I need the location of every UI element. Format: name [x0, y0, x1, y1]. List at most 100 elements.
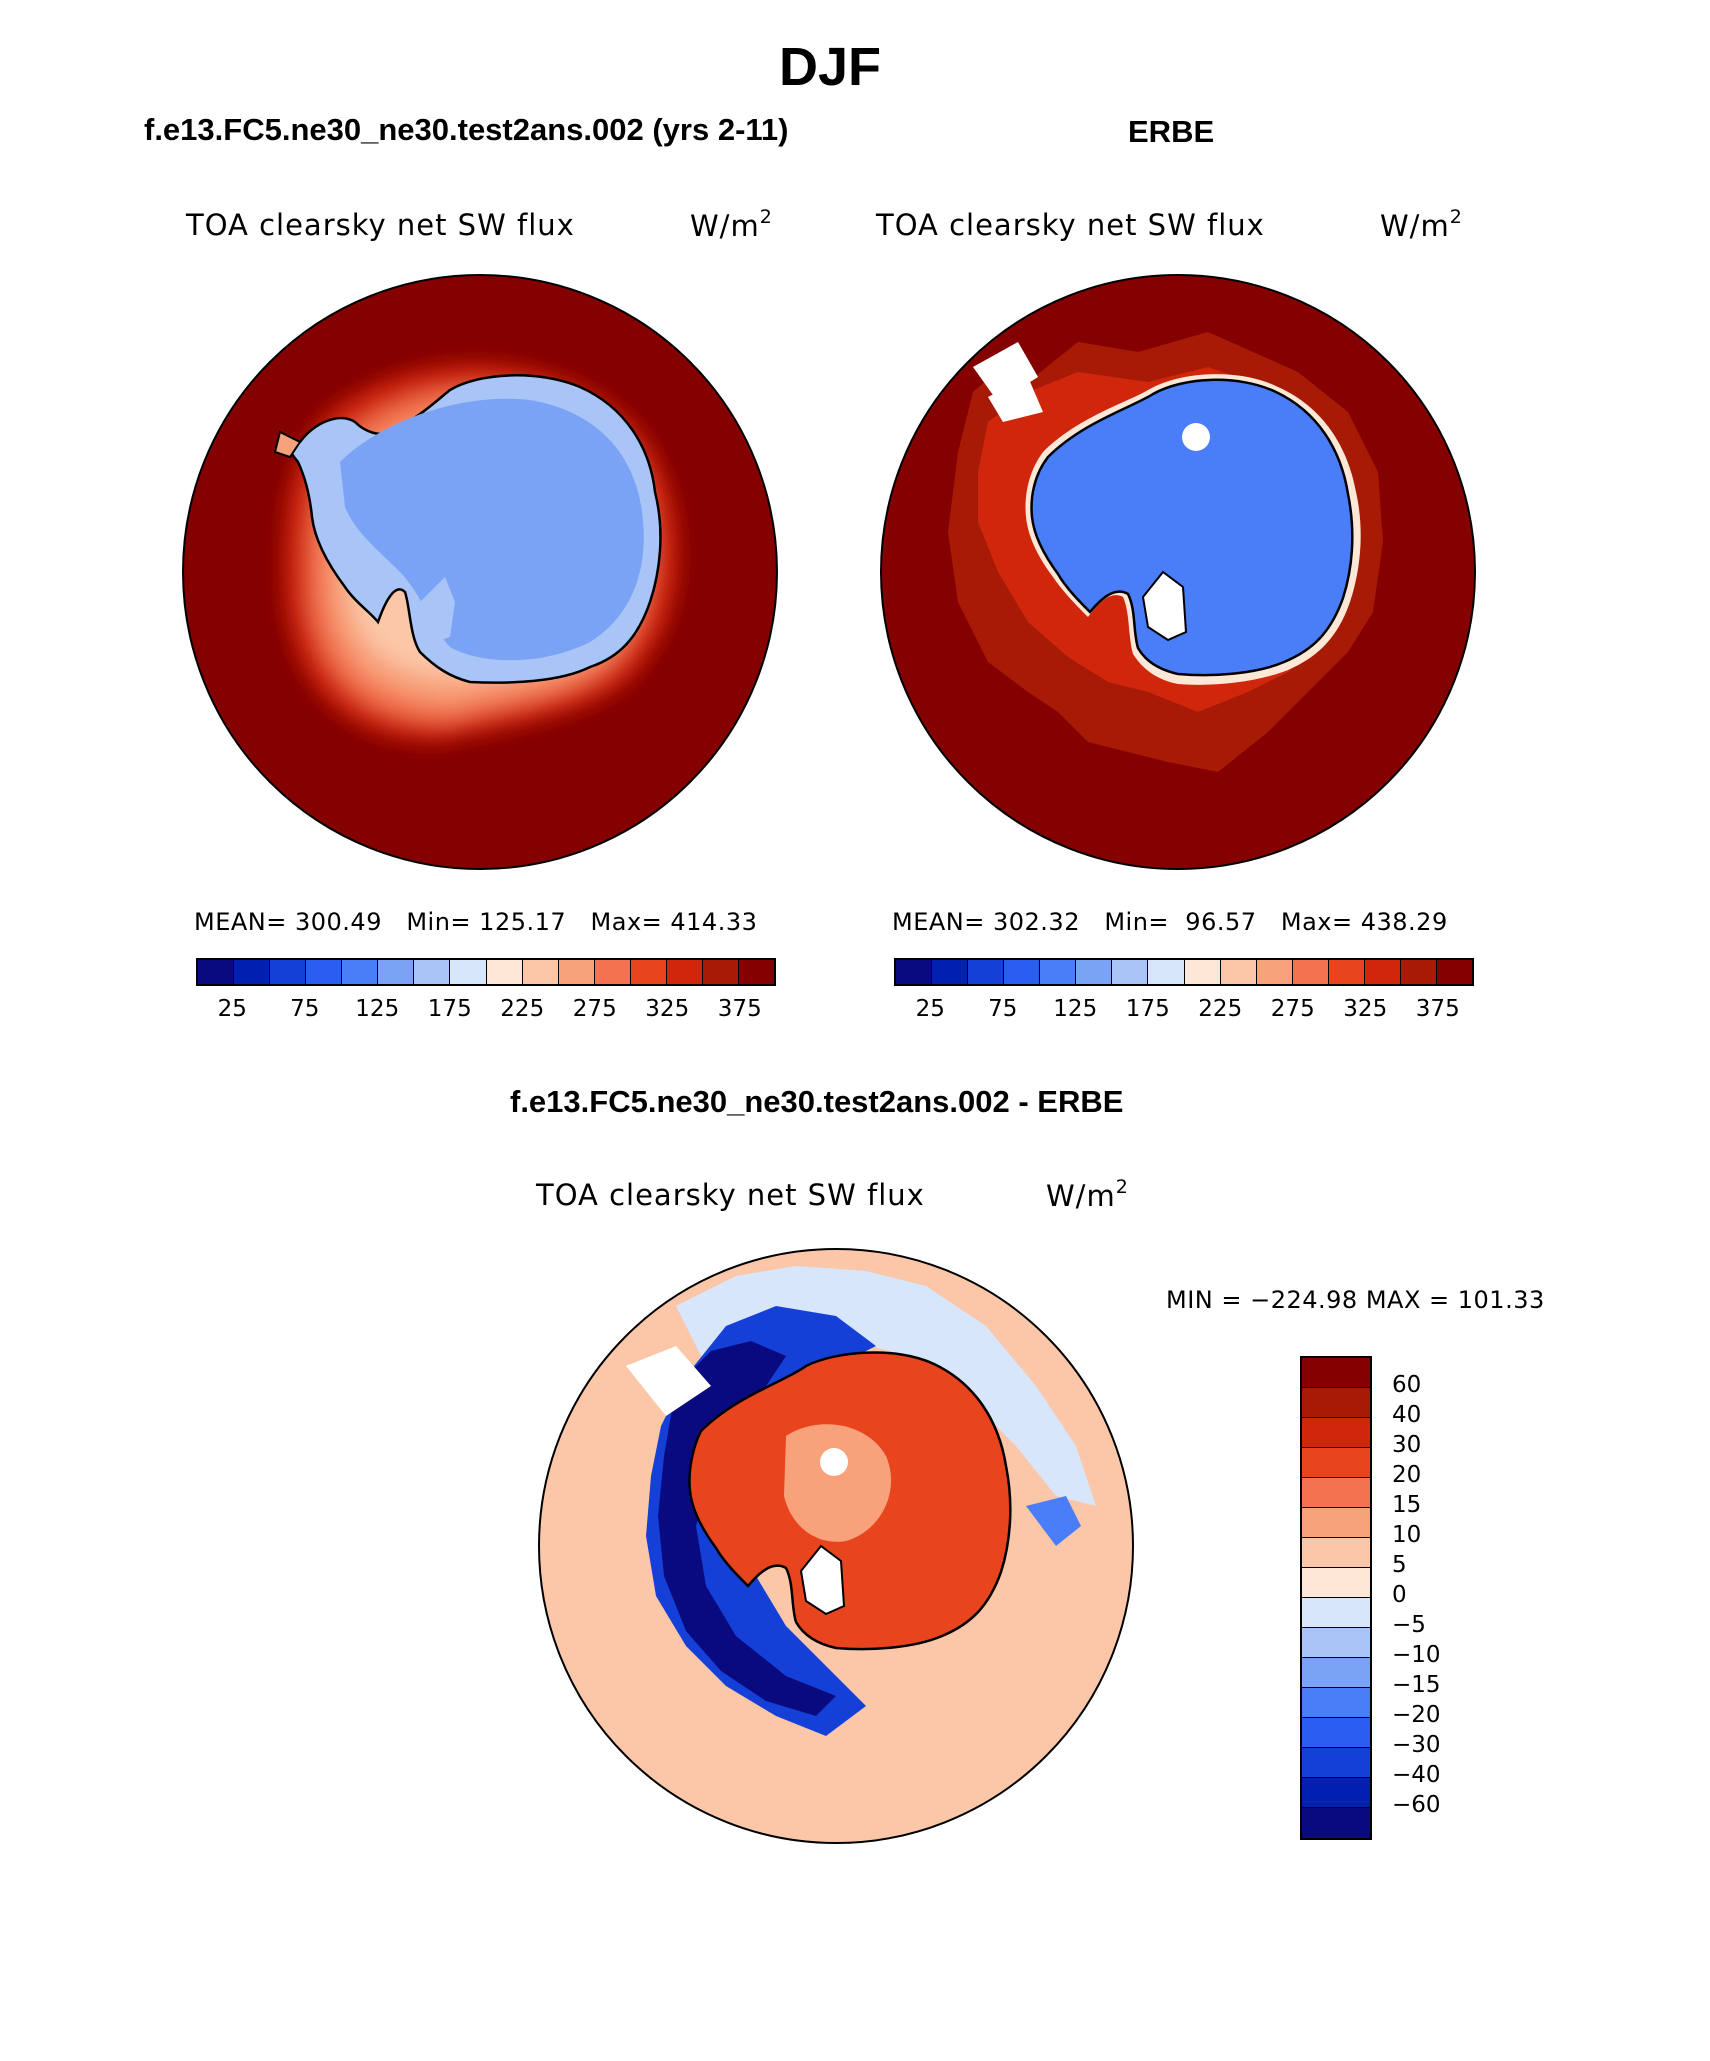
- colorbar-tick-label: −30: [1392, 1732, 1441, 1758]
- colorbar-swatch: [666, 960, 703, 984]
- colorbar-swatch: [594, 960, 631, 984]
- peninsula-tip: [273, 430, 302, 459]
- colorbar-tick-label: 0: [1392, 1582, 1407, 1608]
- east-negative-patch: [1026, 1496, 1081, 1546]
- diff-units-exp: 2: [1115, 1176, 1129, 1198]
- colorbar-swatch: [486, 960, 523, 984]
- colorbar-tick-label: −15: [1392, 1672, 1441, 1698]
- diff-panel-heading: f.e13.FC5.ne30_ne30.test2ans.002 - ERBE: [510, 1084, 1124, 1119]
- colorbar-swatch: [1302, 1508, 1370, 1538]
- colorbar-swatch: [1148, 960, 1185, 984]
- colorbar-swatch: [1076, 960, 1113, 984]
- right-polar-map: [880, 274, 1476, 870]
- colorbar-tick-label: 15: [1392, 1492, 1422, 1518]
- difference-polar-map: [538, 1248, 1134, 1844]
- colorbar-tick-label: −20: [1392, 1702, 1441, 1728]
- antarctica-landmass: [1030, 378, 1354, 677]
- colorbar-swatch: [342, 960, 379, 984]
- colorbar-tick-label: −10: [1392, 1642, 1441, 1668]
- colorbar-swatch: [1302, 1418, 1370, 1448]
- colorbar-swatch: [1292, 960, 1329, 984]
- colorbar-swatch: [450, 960, 487, 984]
- colorbar-swatch: [270, 960, 307, 984]
- colorbar-swatch: [558, 960, 595, 984]
- colorbar-swatch: [522, 960, 559, 984]
- colorbar-swatch: [1302, 1778, 1370, 1808]
- left-variable-label: TOA clearsky net SW flux: [186, 208, 575, 242]
- diff-variable-label: TOA clearsky net SW flux: [536, 1178, 925, 1212]
- colorbar-tick-label: 25: [217, 996, 247, 1022]
- colorbar-tick-label: 325: [1343, 996, 1388, 1022]
- figure-title: DJF: [778, 37, 881, 97]
- colorbar-swatch: [1302, 1538, 1370, 1568]
- ross-ice-shelf: [420, 577, 455, 644]
- colorbar-tick-label: −5: [1392, 1612, 1426, 1638]
- colorbar-swatch: [414, 960, 451, 984]
- left-stats: MEAN= 300.49 Min= 125.17 Max= 414.33: [194, 908, 758, 936]
- colorbar-swatch: [1302, 1718, 1370, 1748]
- colorbar-swatch: [1302, 1658, 1370, 1688]
- colorbar-swatch: [1328, 960, 1365, 984]
- colorbar-swatch: [306, 960, 343, 984]
- colorbar-swatch: [1220, 960, 1257, 984]
- missing-data-peninsula-2: [988, 377, 1043, 422]
- colorbar-tick-label: 375: [1415, 996, 1460, 1022]
- colorbar-tick-label: 20: [1392, 1462, 1422, 1488]
- colorbar-swatch: [1302, 1478, 1370, 1508]
- colorbar-tick-label: 325: [645, 996, 690, 1022]
- interior-moderate-bias: [784, 1424, 892, 1542]
- colorbar-swatch: [896, 960, 933, 984]
- colorbar-swatch: [1184, 960, 1221, 984]
- ross-shelf-missing: [799, 1544, 846, 1616]
- colorbar-tick-label: −60: [1392, 1792, 1441, 1818]
- right-colorbar: [894, 958, 1474, 986]
- left-units-text: W/m: [690, 209, 760, 243]
- left-polar-map: [182, 274, 778, 870]
- colorbar-tick-label: 5: [1392, 1552, 1407, 1578]
- map-boundary: [880, 274, 1476, 870]
- colorbar-swatch: [1436, 960, 1472, 984]
- colorbar-swatch: [1302, 1448, 1370, 1478]
- diff-minmax: MIN = −224.98 MAX = 101.33: [1166, 1286, 1545, 1314]
- map-boundary: [538, 1248, 1134, 1844]
- colorbar-swatch: [1004, 960, 1041, 984]
- colorbar-swatch: [1302, 1358, 1370, 1388]
- colorbar-tick-label: 125: [355, 996, 400, 1022]
- antarctica-interior: [340, 398, 644, 661]
- pole-hole: [1182, 423, 1210, 451]
- colorbar-swatch: [378, 960, 415, 984]
- colorbar-swatch: [1364, 960, 1401, 984]
- right-units-text: W/m: [1380, 209, 1450, 243]
- colorbar-tick-label: 275: [1270, 996, 1315, 1022]
- left-units-exp: 2: [759, 206, 773, 228]
- ross-shelf-missing: [1141, 570, 1188, 642]
- colorbar-swatch: [1256, 960, 1293, 984]
- colorbar-swatch: [1302, 1628, 1370, 1658]
- colorbar-tick-label: 175: [1125, 996, 1170, 1022]
- colorbar-swatch: [738, 960, 774, 984]
- colorbar-tick-label: 10: [1392, 1522, 1422, 1548]
- colorbar-tick-label: 30: [1392, 1432, 1422, 1458]
- colorbar-swatch: [1040, 960, 1077, 984]
- diff-units-text: W/m: [1046, 1179, 1116, 1213]
- diff-colorbar: [1300, 1356, 1372, 1840]
- colorbar-swatch: [1302, 1568, 1370, 1598]
- colorbar-tick-label: 175: [427, 996, 472, 1022]
- colorbar-tick-label: 225: [1198, 996, 1243, 1022]
- map-boundary: [182, 274, 778, 870]
- left-colorbar: [196, 958, 776, 986]
- left-units-label: W/m2: [690, 206, 773, 243]
- right-variable-label: TOA clearsky net SW flux: [876, 208, 1265, 242]
- colorbar-swatch: [234, 960, 271, 984]
- colorbar-swatch: [1302, 1808, 1370, 1838]
- colorbar-swatch: [1112, 960, 1149, 984]
- colorbar-swatch: [1302, 1748, 1370, 1778]
- right-panel-heading: ERBE: [1128, 114, 1215, 149]
- colorbar-tick-label: 25: [915, 996, 945, 1022]
- colorbar-tick-label: 75: [290, 996, 320, 1022]
- colorbar-tick-label: −40: [1392, 1762, 1441, 1788]
- colorbar-tick-label: 60: [1392, 1372, 1422, 1398]
- right-units-label: W/m2: [1380, 206, 1463, 243]
- colorbar-swatch: [1302, 1598, 1370, 1628]
- colorbar-swatch: [702, 960, 739, 984]
